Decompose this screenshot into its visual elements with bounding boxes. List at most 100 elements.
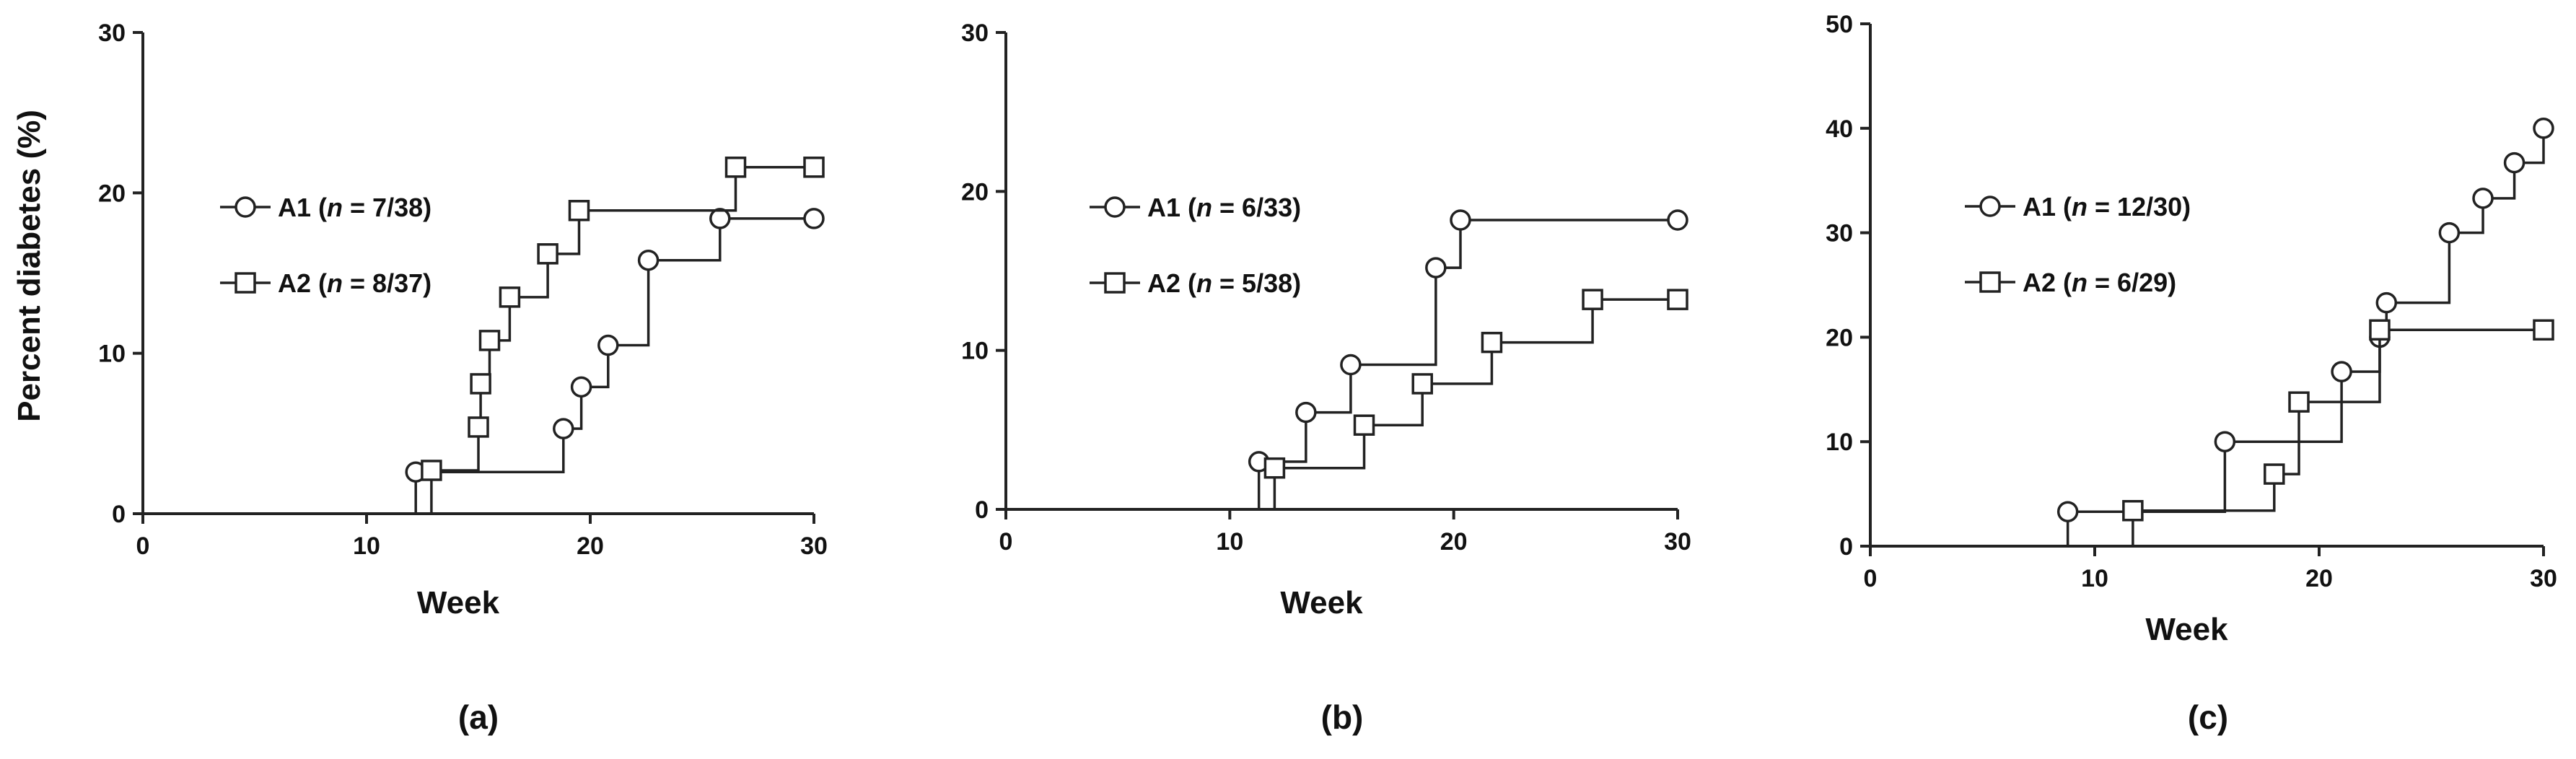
y-tick-label: 10 [1826,429,1853,456]
y-tick-label: 20 [98,180,126,207]
data-point-circle [2214,431,2236,452]
series-a1 [1248,209,1688,509]
panel-label: (b) [1321,698,1364,736]
x-tick-label: 30 [1664,528,1691,556]
legend-marker-square [1979,271,2001,293]
legend-marker-square [235,272,256,294]
data-point-circle [597,334,619,356]
y-tick-label: 10 [98,341,126,368]
legend-marker-circle [1979,196,2001,217]
data-point-circle [2472,188,2494,209]
chart-panel-2: 0 10 20 30 0 10 20 30 Week (b) A1 (n = 6/33) A2 (n … [961,19,1691,736]
legend-entry-a2: A2 (n = 8/37) [220,268,431,298]
x-tick-label: 30 [2530,565,2557,592]
data-point-circle [2438,221,2461,244]
series-a2 [1263,289,1688,509]
data-point-circle [1667,209,1688,231]
y-tick-label: 0 [1839,533,1853,561]
data-point-circle [1425,257,1447,278]
data-point-square [1353,414,1375,436]
data-point-square [1411,373,1433,395]
data-point-square [470,373,491,395]
x-tick-label: 0 [1864,565,1878,592]
chart-panel-1: 0 10 20 30 0 10 20 30 Week Percent diabetes (%) (a… [12,19,828,736]
series-a1 [405,208,825,514]
legend-label: A1 (n = 12/30) [2023,192,2191,221]
y-tick-label: 30 [98,19,126,47]
data-point-square [1667,289,1688,310]
data-point-square [724,157,747,178]
y-tick-label: 10 [961,338,989,365]
data-point-circle [2375,291,2398,314]
x-tick-label: 0 [136,532,150,560]
legend-entry-a1: A1 (n = 12/30) [1965,192,2191,221]
legend-marker-square [1104,272,1126,294]
data-point-circle [570,376,592,398]
x-tick-label: 30 [800,532,828,560]
data-point-square [2533,319,2554,341]
data-point-circle [709,208,731,229]
legend-entry-a2: A2 (n = 5/38) [1090,268,1301,298]
data-point-circle [1295,401,1317,424]
legend-marker-circle [235,196,256,218]
legend-entry-a2: A2 (n = 6/29) [1965,268,2176,297]
data-point-square [1481,331,1503,354]
series-line-a2 [2132,328,2544,546]
y-tick-label: 20 [961,178,989,206]
x-tick-label: 20 [1440,528,1468,556]
legend-label: A2 (n = 6/29) [2023,268,2176,297]
data-point-circle [2503,152,2525,174]
data-point-circle [2056,501,2079,522]
x-tick-label: 0 [999,528,1013,556]
data-point-circle [2533,118,2554,139]
legend-label: A1 (n = 7/38) [278,193,431,222]
y-tick-label: 30 [1826,220,1853,247]
legend-entry-a1: A1 (n = 7/38) [220,193,431,222]
data-point-square [2264,463,2285,485]
data-point-square [478,330,501,351]
data-point-square [803,157,825,178]
data-point-square [468,416,489,438]
panels: 0 10 20 30 0 10 20 30 Week Percent diabetes (%) (a… [12,11,2557,736]
legend-label: A2 (n = 5/38) [1147,268,1301,298]
y-tick-label: 20 [1826,324,1853,351]
x-tick-label: 10 [2081,565,2108,592]
legend-label: A2 (n = 8/37) [278,268,431,298]
series-line-a2 [430,166,814,514]
data-point-square [568,200,590,221]
data-point-square [1263,457,1286,479]
chart-panel-3: 0 10 20 30 40 50 0 10 20 30 Week (c) A1 (n = 12/30) A… [1826,11,2557,736]
data-point-circle [637,249,660,271]
data-point-circle [1340,354,1362,376]
series-a2 [421,157,825,514]
x-tick-label: 10 [353,532,380,560]
y-tick-label: 30 [961,19,989,47]
legend-marker-circle [1104,196,1126,218]
data-point-square [2122,500,2144,522]
legend-label: A1 (n = 6/33) [1147,193,1301,222]
data-point-circle [553,418,574,439]
x-tick-label: 20 [2305,565,2333,592]
x-tick-label: 20 [577,532,604,560]
y-tick-label: 40 [1826,115,1853,143]
x-axis-title: Week [2145,612,2228,647]
panel-label: (a) [458,698,499,736]
data-point-square [421,460,442,481]
data-point-square [537,243,558,265]
x-axis-title: Week [1280,585,1363,620]
data-point-circle [1450,209,1471,231]
x-tick-label: 10 [1216,528,1243,556]
data-point-square [1582,289,1603,310]
data-point-square [2288,391,2310,413]
data-point-square [2369,319,2391,341]
data-point-square [499,286,521,308]
x-axis-title: Week [417,585,500,620]
data-point-circle [803,208,825,229]
y-tick-label: 0 [975,496,989,524]
series-a2 [2122,319,2554,546]
data-point-circle [2331,361,2352,382]
y-axis-title: Percent diabetes (%) [12,110,47,422]
legend-entry-a1: A1 (n = 6/33) [1090,193,1301,222]
